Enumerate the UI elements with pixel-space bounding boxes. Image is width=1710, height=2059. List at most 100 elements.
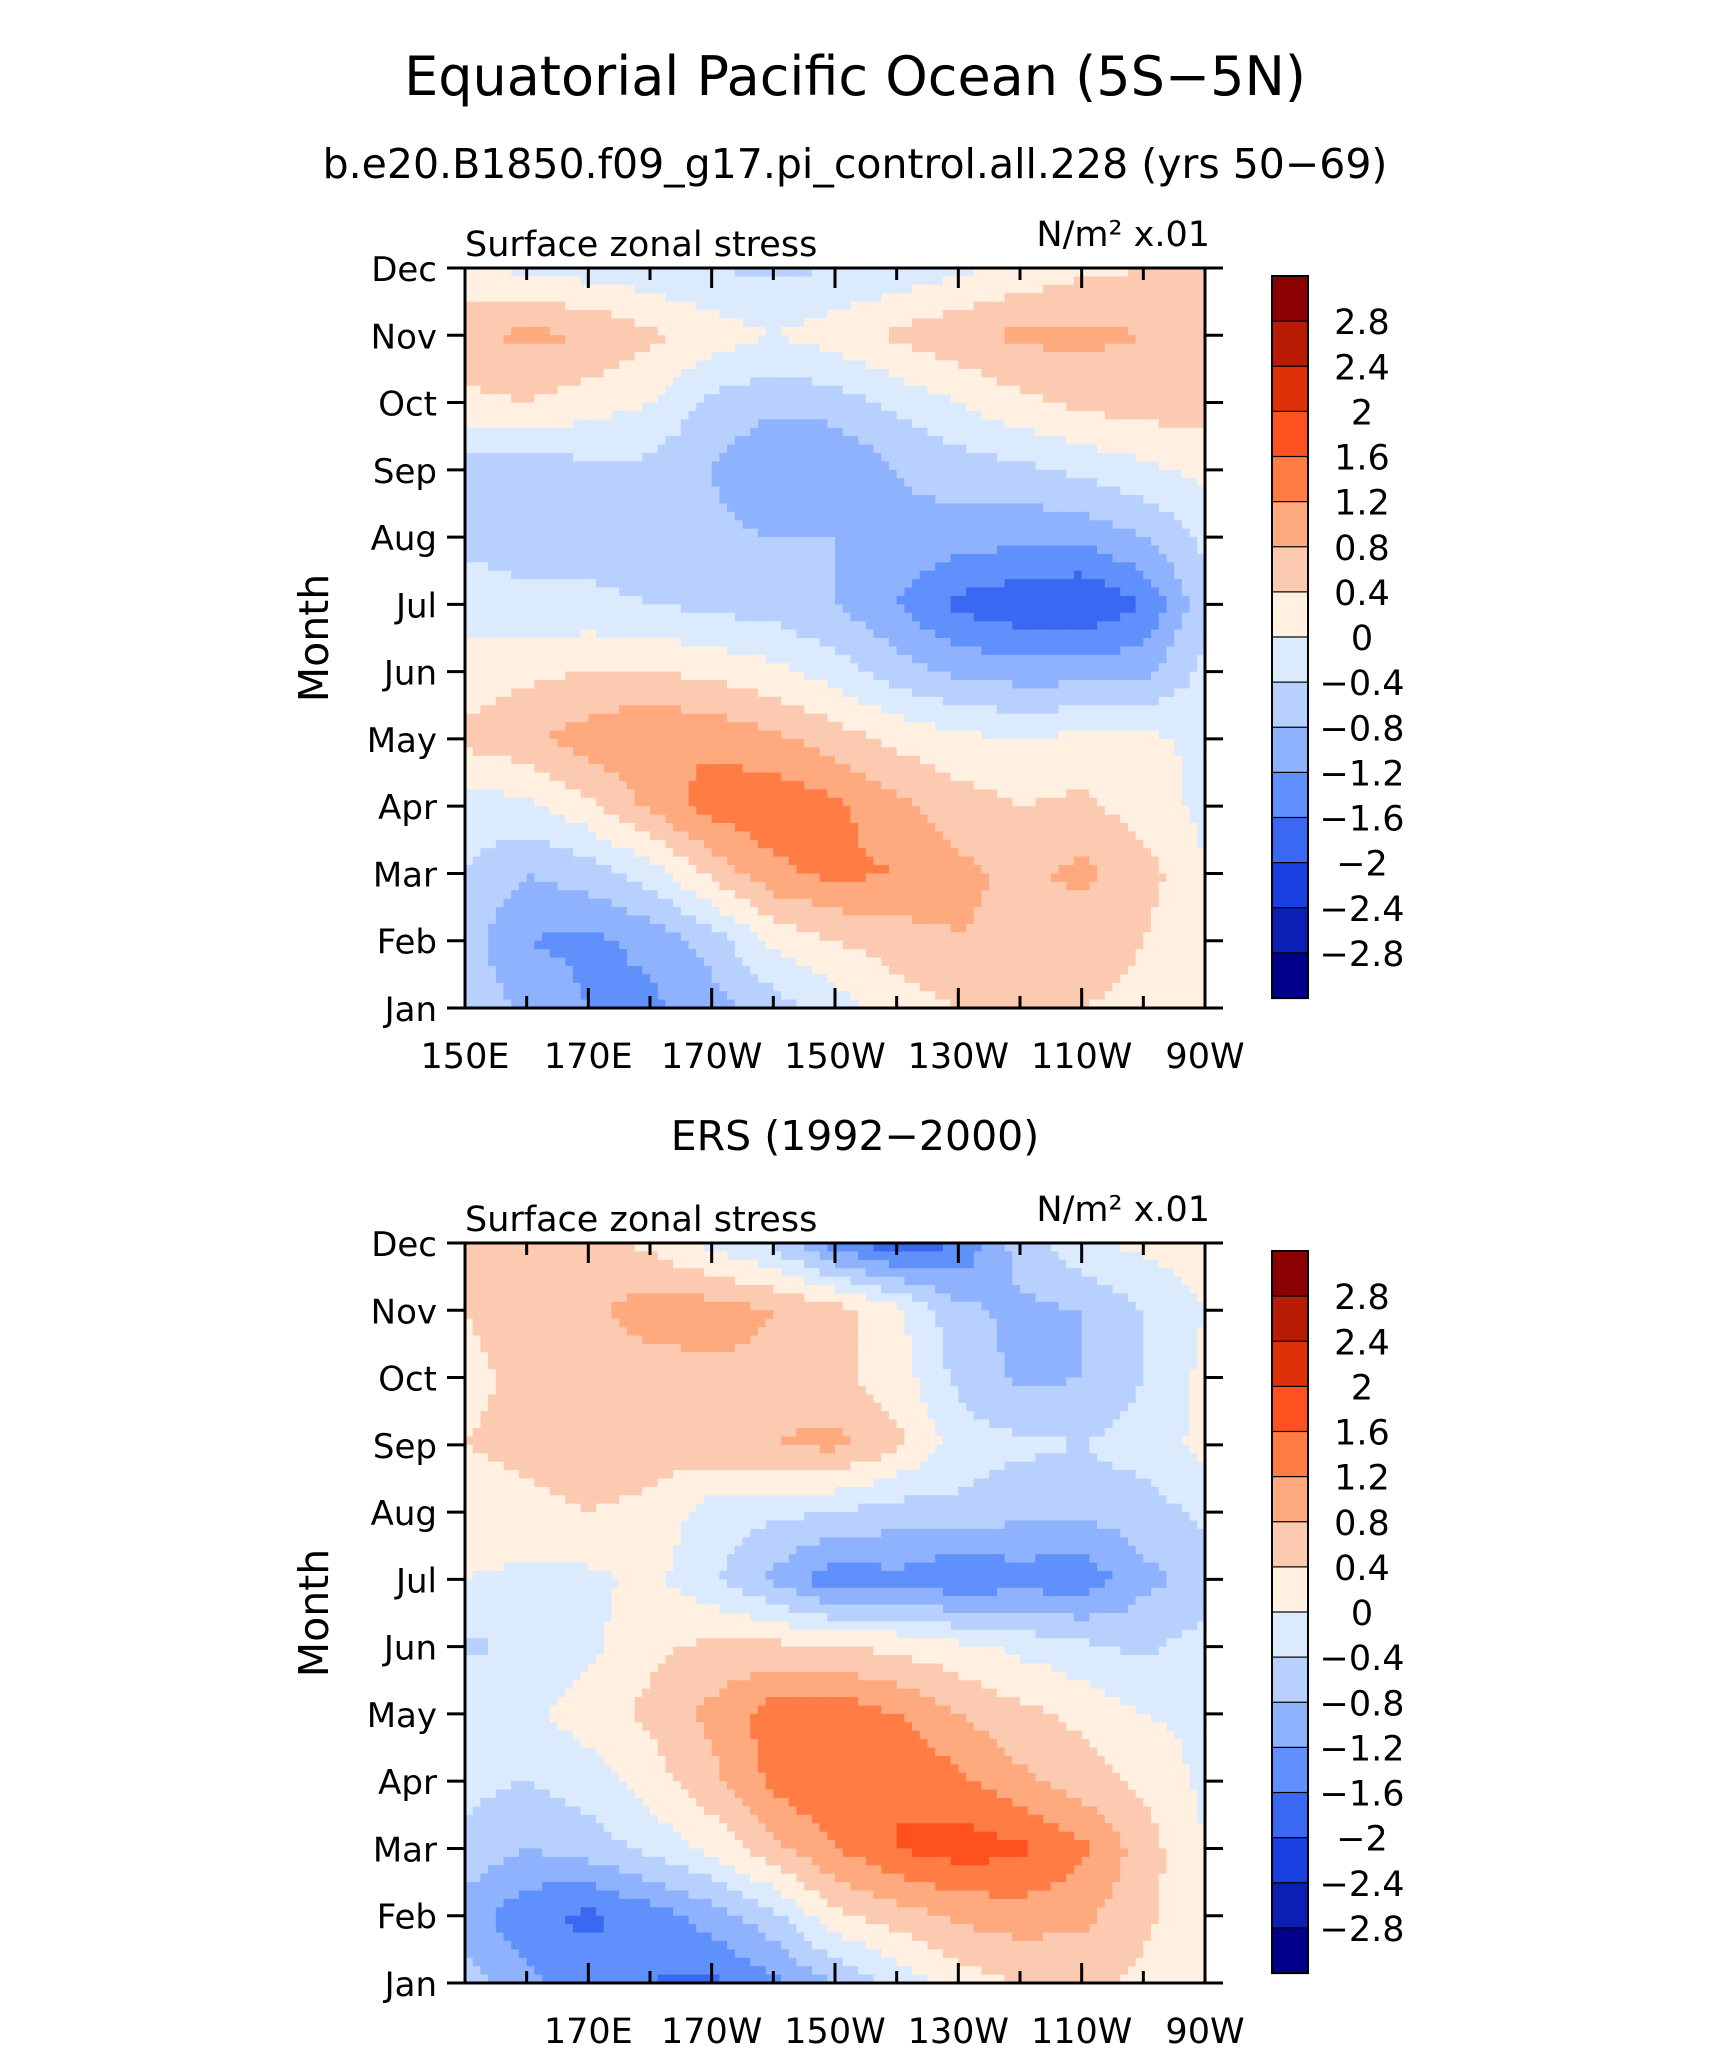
contour-cell xyxy=(526,646,535,656)
contour-cell xyxy=(572,579,582,589)
contour-cell xyxy=(858,377,867,387)
contour-cell xyxy=(472,495,482,505)
contour-cell xyxy=(896,444,905,454)
contour-cell xyxy=(819,553,828,563)
contour-cell xyxy=(904,368,913,378)
contour-cell xyxy=(742,528,751,538)
contour-cell xyxy=(850,486,859,496)
contour-cell xyxy=(811,335,821,345)
contour-cell xyxy=(1058,368,1067,378)
contour-cell xyxy=(596,301,605,311)
contour-cell xyxy=(804,352,813,362)
contour-cell xyxy=(873,284,882,294)
contour-cell xyxy=(842,486,852,496)
contour-cell xyxy=(1027,394,1037,404)
contour-cell xyxy=(1050,377,1060,387)
contour-cell xyxy=(1081,671,1090,681)
contour-cell xyxy=(1174,520,1183,530)
contour-cell xyxy=(935,360,944,370)
contour-cell xyxy=(888,402,898,412)
contour-cell xyxy=(619,621,628,631)
contour-cell xyxy=(804,276,813,286)
contour-cell xyxy=(1181,284,1191,294)
contour-cell xyxy=(958,402,967,412)
contour-cell xyxy=(1120,671,1129,681)
contour-cell xyxy=(1127,495,1137,505)
contour-cell xyxy=(719,469,728,479)
contour-cell xyxy=(989,511,998,521)
contour-cell xyxy=(634,646,643,656)
contour-cell xyxy=(696,612,705,622)
contour-cell xyxy=(819,276,828,286)
contour-cell xyxy=(565,343,574,353)
contour-cell xyxy=(526,680,535,690)
contour-cell xyxy=(611,629,620,639)
contour-cell xyxy=(711,385,720,395)
contour-cell xyxy=(719,318,728,328)
contour-cell xyxy=(1181,495,1191,505)
contour-cell xyxy=(873,343,882,353)
contour-cell xyxy=(1112,671,1121,681)
contour-cell xyxy=(472,419,482,429)
contour-cell xyxy=(819,495,828,505)
contour-cell xyxy=(480,595,489,605)
contour-cell xyxy=(657,696,667,706)
contour-cell xyxy=(688,646,697,656)
contour-cell xyxy=(1097,654,1106,664)
contour-cell xyxy=(819,318,828,328)
contour-cell xyxy=(1143,553,1152,563)
contour-cell xyxy=(549,368,559,378)
contour-cell xyxy=(703,301,713,311)
contour-cell xyxy=(1020,503,1029,513)
contour-cell xyxy=(503,310,512,320)
contour-cell xyxy=(688,503,697,513)
contour-cell xyxy=(981,654,990,664)
contour-cell xyxy=(518,537,528,547)
contour-cell xyxy=(1151,486,1160,496)
contour-cell xyxy=(596,394,605,404)
contour-cell xyxy=(1151,326,1160,336)
contour-cell xyxy=(958,268,967,278)
contour-cell xyxy=(549,579,559,589)
contour-cell xyxy=(1189,562,1198,572)
contour-cell xyxy=(734,528,744,538)
contour-cell xyxy=(935,444,944,454)
contour-cell xyxy=(596,621,605,631)
contour-cell xyxy=(465,402,474,412)
contour-cell xyxy=(966,402,975,412)
contour-cell xyxy=(757,427,767,437)
contour-cell xyxy=(950,553,959,563)
contour-cell xyxy=(1166,352,1175,362)
contour-cell xyxy=(781,444,790,454)
contour-cell xyxy=(1035,511,1044,521)
contour-cell xyxy=(896,469,905,479)
contour-cell xyxy=(958,453,967,463)
contour-cell xyxy=(711,629,720,639)
contour-cell xyxy=(1127,621,1137,631)
contour-cell xyxy=(881,461,890,471)
contour-cell xyxy=(981,343,990,353)
contour-cell xyxy=(973,671,983,681)
contour-cell xyxy=(865,444,875,454)
contour-cell xyxy=(526,318,535,328)
contour-cell xyxy=(1027,469,1037,479)
contour-cell xyxy=(688,520,697,530)
contour-cell xyxy=(619,268,628,278)
contour-cell xyxy=(565,638,574,648)
contour-cell xyxy=(480,553,489,563)
contour-cell xyxy=(511,528,520,538)
contour-cell xyxy=(912,503,921,513)
contour-cell xyxy=(565,478,574,488)
contour-cell xyxy=(873,663,882,673)
contour-cell xyxy=(935,612,944,622)
contour-cell xyxy=(526,570,535,580)
contour-cell xyxy=(603,453,613,463)
contour-cell xyxy=(626,570,636,580)
contour-cell xyxy=(927,469,936,479)
contour-cell xyxy=(696,671,705,681)
contour-cell xyxy=(942,284,952,294)
contour-cell xyxy=(896,520,905,530)
contour-cell xyxy=(904,612,913,622)
contour-cell xyxy=(773,436,782,446)
contour-cell xyxy=(572,335,582,345)
